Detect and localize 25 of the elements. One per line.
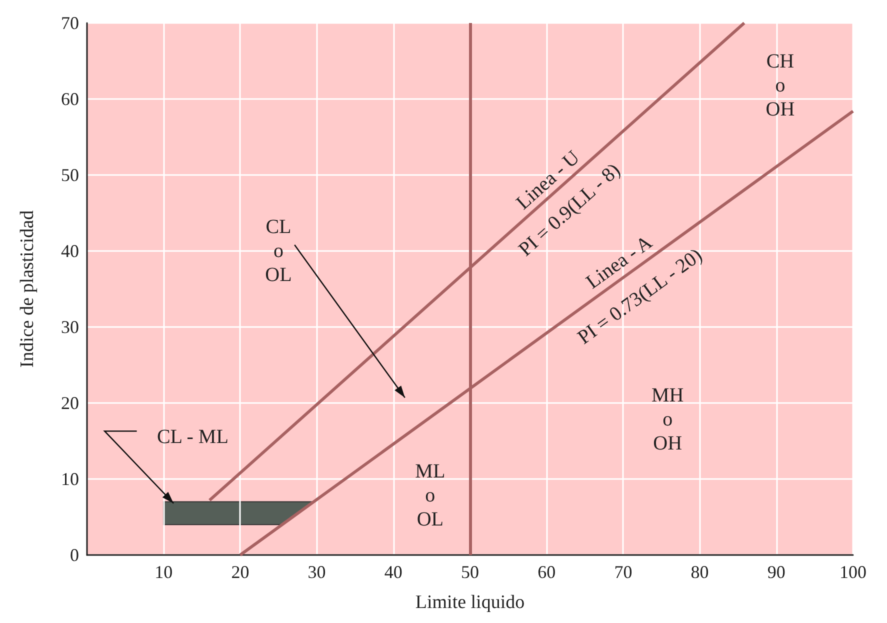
x-tick-label: 100 — [840, 562, 866, 582]
y-axis-title: Indice de plasticidad — [17, 210, 38, 368]
annotation: CL - ML — [156, 426, 228, 448]
x-tick-label: 50 — [461, 562, 479, 582]
x-tick-label: 40 — [384, 562, 402, 582]
x-tick-label: 70 — [614, 562, 632, 582]
annotation: MH o OH — [652, 384, 684, 455]
y-tick-label: 30 — [61, 317, 79, 337]
y-tick-label: 60 — [61, 89, 79, 109]
x-tick-label: 10 — [154, 562, 173, 582]
y-tick-label: 70 — [61, 13, 79, 33]
x-tick-label: 80 — [690, 562, 709, 582]
x-axis-title: Limite liquido — [415, 592, 525, 613]
x-tick-label: 20 — [231, 562, 250, 582]
y-tick-label: 20 — [61, 393, 79, 413]
annotation: CH o OH — [766, 50, 795, 120]
x-tick-label: 60 — [538, 562, 556, 582]
annotation: ML o OL — [415, 460, 446, 531]
y-tick-label: 40 — [61, 241, 79, 261]
y-tick-label: 0 — [70, 545, 79, 565]
x-tick-label: 30 — [308, 562, 326, 582]
y-tick-label: 50 — [61, 165, 79, 185]
x-tick-label: 90 — [767, 562, 786, 582]
y-tick-label: 10 — [61, 469, 79, 489]
annotation: CL o OL — [265, 216, 292, 286]
